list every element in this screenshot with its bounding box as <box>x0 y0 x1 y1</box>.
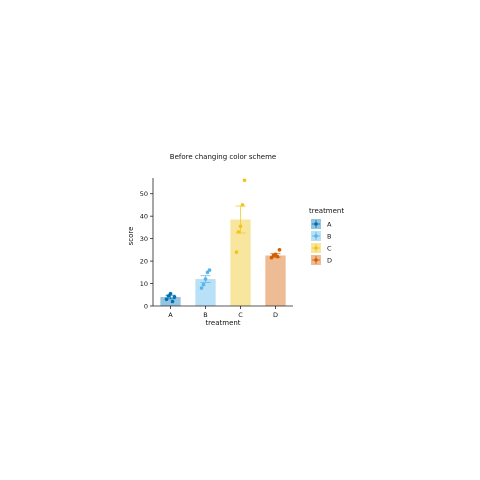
data-point-A <box>164 297 169 302</box>
y-axis-ticks: 0 10 20 30 40 50 <box>140 190 153 310</box>
legend-title: treatment <box>309 207 344 215</box>
data-point-C <box>236 230 241 234</box>
legend-key-point-D <box>314 258 318 262</box>
data-point-A <box>168 291 173 296</box>
y-tick-label: 0 <box>144 302 148 310</box>
y-tick-label: 40 <box>140 212 148 220</box>
bar-D <box>265 255 286 306</box>
bar-C <box>230 219 251 306</box>
data-point-B <box>207 268 212 272</box>
legend-label-A: A <box>327 221 332 229</box>
y-tick-label: 10 <box>140 280 148 288</box>
chart-title: Before changing color scheme <box>170 153 276 161</box>
data-point-D <box>277 248 282 252</box>
data-point-A <box>172 295 177 299</box>
y-tick-label: 30 <box>140 235 148 243</box>
y-tick-label: 50 <box>140 190 148 198</box>
legend-label-B: B <box>327 233 331 241</box>
x-axis-ticks: A B C D <box>168 306 278 319</box>
legend-key-point-B <box>314 234 318 238</box>
data-point-B <box>199 286 204 290</box>
plot-area <box>160 178 286 306</box>
x-axis-label: treatment <box>205 319 240 327</box>
x-tick-label: C <box>238 311 243 319</box>
data-point-C <box>242 178 247 183</box>
legend-label-D: D <box>327 257 332 265</box>
bar-A <box>160 297 181 306</box>
legend-key-point-C <box>314 246 318 250</box>
x-tick-label: D <box>273 311 278 319</box>
legend-label-C: C <box>327 245 332 253</box>
data-point-C <box>240 203 245 207</box>
data-point-C <box>234 250 239 254</box>
legend-key-point-A <box>314 222 318 226</box>
data-point-A <box>170 299 175 304</box>
data-point-D <box>275 254 280 259</box>
data-point-B <box>201 282 206 287</box>
data-point-B <box>203 277 208 281</box>
x-tick-label: B <box>203 311 207 319</box>
y-axis-label: score <box>127 227 135 246</box>
bar-B <box>195 279 216 306</box>
x-tick-label: A <box>168 311 173 319</box>
data-point-C <box>238 224 243 229</box>
y-tick-label: 20 <box>140 257 148 265</box>
